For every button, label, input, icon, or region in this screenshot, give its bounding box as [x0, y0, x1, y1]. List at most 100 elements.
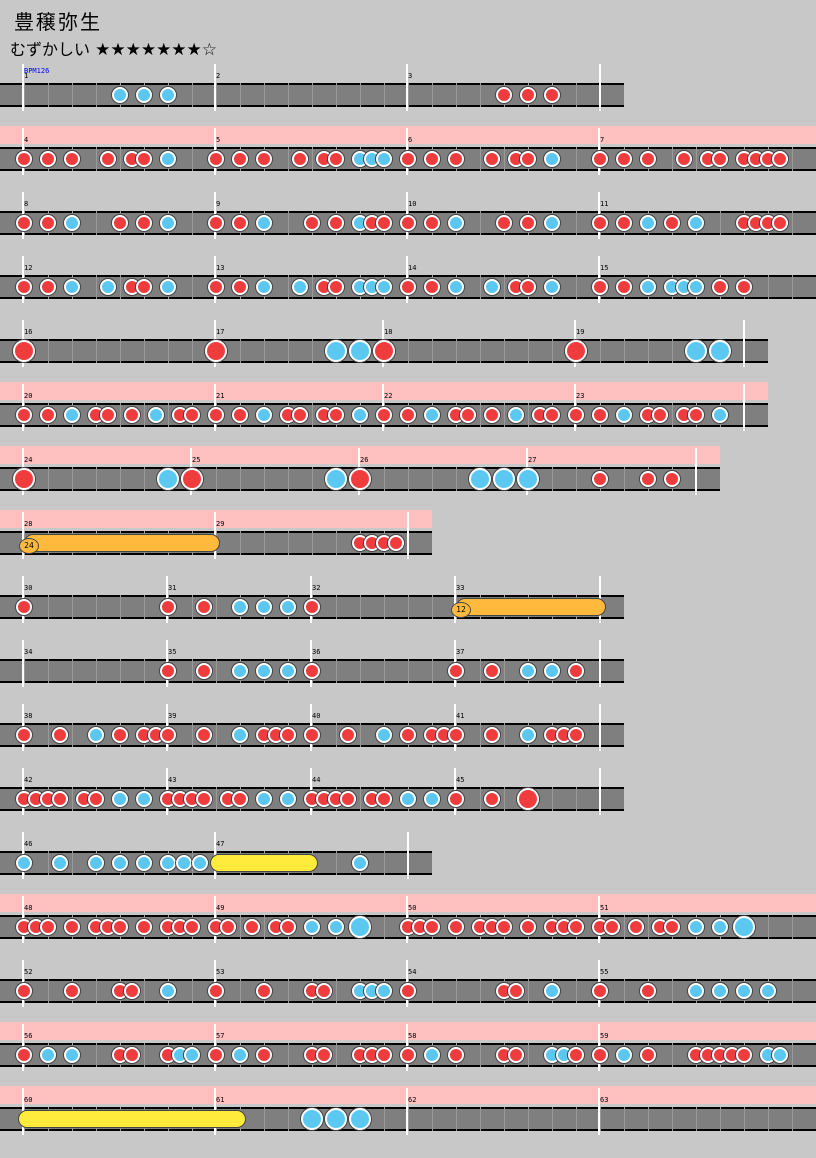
- ka-note: [100, 279, 116, 295]
- measure-number: 5: [216, 136, 221, 144]
- don-note: [256, 151, 272, 167]
- don-note: [640, 151, 656, 167]
- don-note: [592, 151, 608, 167]
- difficulty-label: むずかしい: [10, 40, 91, 59]
- grid-line: [576, 1107, 577, 1131]
- grid-line: [528, 1043, 529, 1067]
- measure-number: 18: [384, 328, 393, 336]
- balloon-note: [456, 598, 606, 616]
- don-note: [616, 151, 632, 167]
- grid-line: [120, 595, 121, 619]
- grid-line: [96, 211, 97, 235]
- don-note: [160, 727, 176, 743]
- grid-line: [336, 723, 337, 747]
- don-note: [640, 471, 656, 487]
- grid-line: [552, 467, 553, 491]
- measure-number: 24: [24, 456, 33, 464]
- ka-note: [112, 791, 128, 807]
- don-note: [568, 1047, 584, 1063]
- measure-number: 2: [216, 72, 221, 80]
- grid-line: [624, 979, 625, 1003]
- grid-line: [672, 1043, 673, 1067]
- grid-line: [384, 595, 385, 619]
- ka-note: [352, 407, 368, 423]
- don-note: [652, 407, 668, 423]
- ka-note: [400, 791, 416, 807]
- measure-number: 14: [408, 264, 417, 272]
- grid-line: [744, 1107, 745, 1131]
- grid-line: [24, 659, 25, 683]
- grid-line: [72, 659, 73, 683]
- grid-line: [96, 979, 97, 1003]
- don-note: [100, 151, 116, 167]
- chart-row: 4 5 6 7: [0, 126, 816, 198]
- grid-line: [696, 1107, 697, 1131]
- don-note: [196, 727, 212, 743]
- grid-line: [336, 595, 337, 619]
- grid-line: [528, 1107, 529, 1131]
- don-note: [136, 151, 152, 167]
- ka-note: [112, 855, 128, 871]
- grid-line: [240, 467, 241, 491]
- grid-line: [216, 723, 217, 747]
- measure-number: 4: [24, 136, 29, 144]
- don-note: [496, 215, 512, 231]
- don-note: [136, 215, 152, 231]
- grid-line: [120, 403, 121, 427]
- grid-line: [408, 339, 409, 363]
- don-note: [568, 919, 584, 935]
- grid-line: [72, 595, 73, 619]
- grid-line: [144, 403, 145, 427]
- ka-note: [160, 87, 176, 103]
- measure-number: 45: [456, 776, 465, 784]
- grid-line: [576, 979, 577, 1003]
- grid-line: [216, 467, 217, 491]
- measure-line: [22, 512, 24, 559]
- grid-line: [48, 851, 49, 875]
- grid-line: [72, 467, 73, 491]
- grid-line: [504, 659, 505, 683]
- grid-line: [576, 787, 577, 811]
- grid-line: [96, 659, 97, 683]
- ka-big-note: [157, 468, 179, 490]
- don-note: [316, 1047, 332, 1063]
- grid-line: [480, 723, 481, 747]
- ka-note: [136, 87, 152, 103]
- ka-note: [688, 983, 704, 999]
- grid-line: [480, 787, 481, 811]
- grid-line: [312, 83, 313, 107]
- measure-number: 49: [216, 904, 225, 912]
- grid-line: [432, 339, 433, 363]
- grid-line: [528, 339, 529, 363]
- don-note: [736, 1047, 752, 1063]
- measure-number: 15: [600, 264, 609, 272]
- chart-row: 24 25 26 27: [0, 446, 720, 518]
- grid-line: [312, 403, 313, 427]
- measure-number: 13: [216, 264, 225, 272]
- grid-line: [24, 83, 25, 107]
- don-note: [328, 151, 344, 167]
- grid-line: [576, 147, 577, 171]
- grid-line: [336, 83, 337, 107]
- don-note: [208, 407, 224, 423]
- don-note: [448, 919, 464, 935]
- don-note: [196, 663, 212, 679]
- grid-line: [432, 659, 433, 683]
- ka-note: [184, 1047, 200, 1063]
- grid-line: [288, 83, 289, 107]
- don-note: [400, 151, 416, 167]
- grid-line: [312, 467, 313, 491]
- measure-number: 19: [576, 328, 585, 336]
- measure-number: 32: [312, 584, 321, 592]
- don-note: [424, 215, 440, 231]
- don-note: [676, 151, 692, 167]
- grid-line: [768, 275, 769, 299]
- ka-note: [256, 215, 272, 231]
- don-note: [16, 1047, 32, 1063]
- don-note: [400, 727, 416, 743]
- grid-line: [264, 83, 265, 107]
- gogo-band: [0, 382, 768, 400]
- ka-note: [136, 791, 152, 807]
- ka-note: [112, 87, 128, 103]
- grid-line: [288, 147, 289, 171]
